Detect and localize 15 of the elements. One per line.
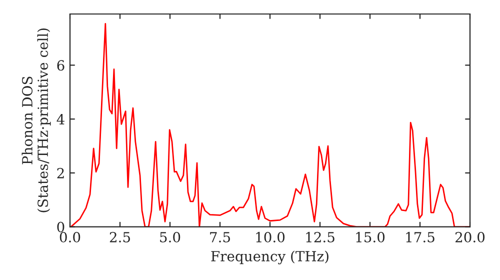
x-tick-label: 12.5	[306, 232, 334, 242]
x-tick-label: 20.0	[455, 232, 485, 242]
y-tick-label: 4	[56, 114, 64, 124]
x-axis-title: Frequency (THz)	[211, 250, 328, 264]
x-tick-label: 5.0	[160, 232, 180, 242]
y-tick-label: 2	[57, 168, 64, 178]
y-tick-label: 6	[57, 60, 64, 71]
x-tick-label: 2.5	[110, 232, 130, 242]
x-tick-label: 17.5	[406, 232, 434, 242]
y-axis-title: Phonon DOS (States/THz·primitive cell)	[22, 28, 51, 212]
x-tick-label: 0.0	[60, 232, 80, 242]
y-tick-label: 0	[57, 222, 64, 232]
x-tick-label: 10.0	[256, 232, 285, 242]
x-tick-label: 15.0	[356, 232, 385, 242]
x-tick-label: 7.5	[210, 232, 230, 242]
